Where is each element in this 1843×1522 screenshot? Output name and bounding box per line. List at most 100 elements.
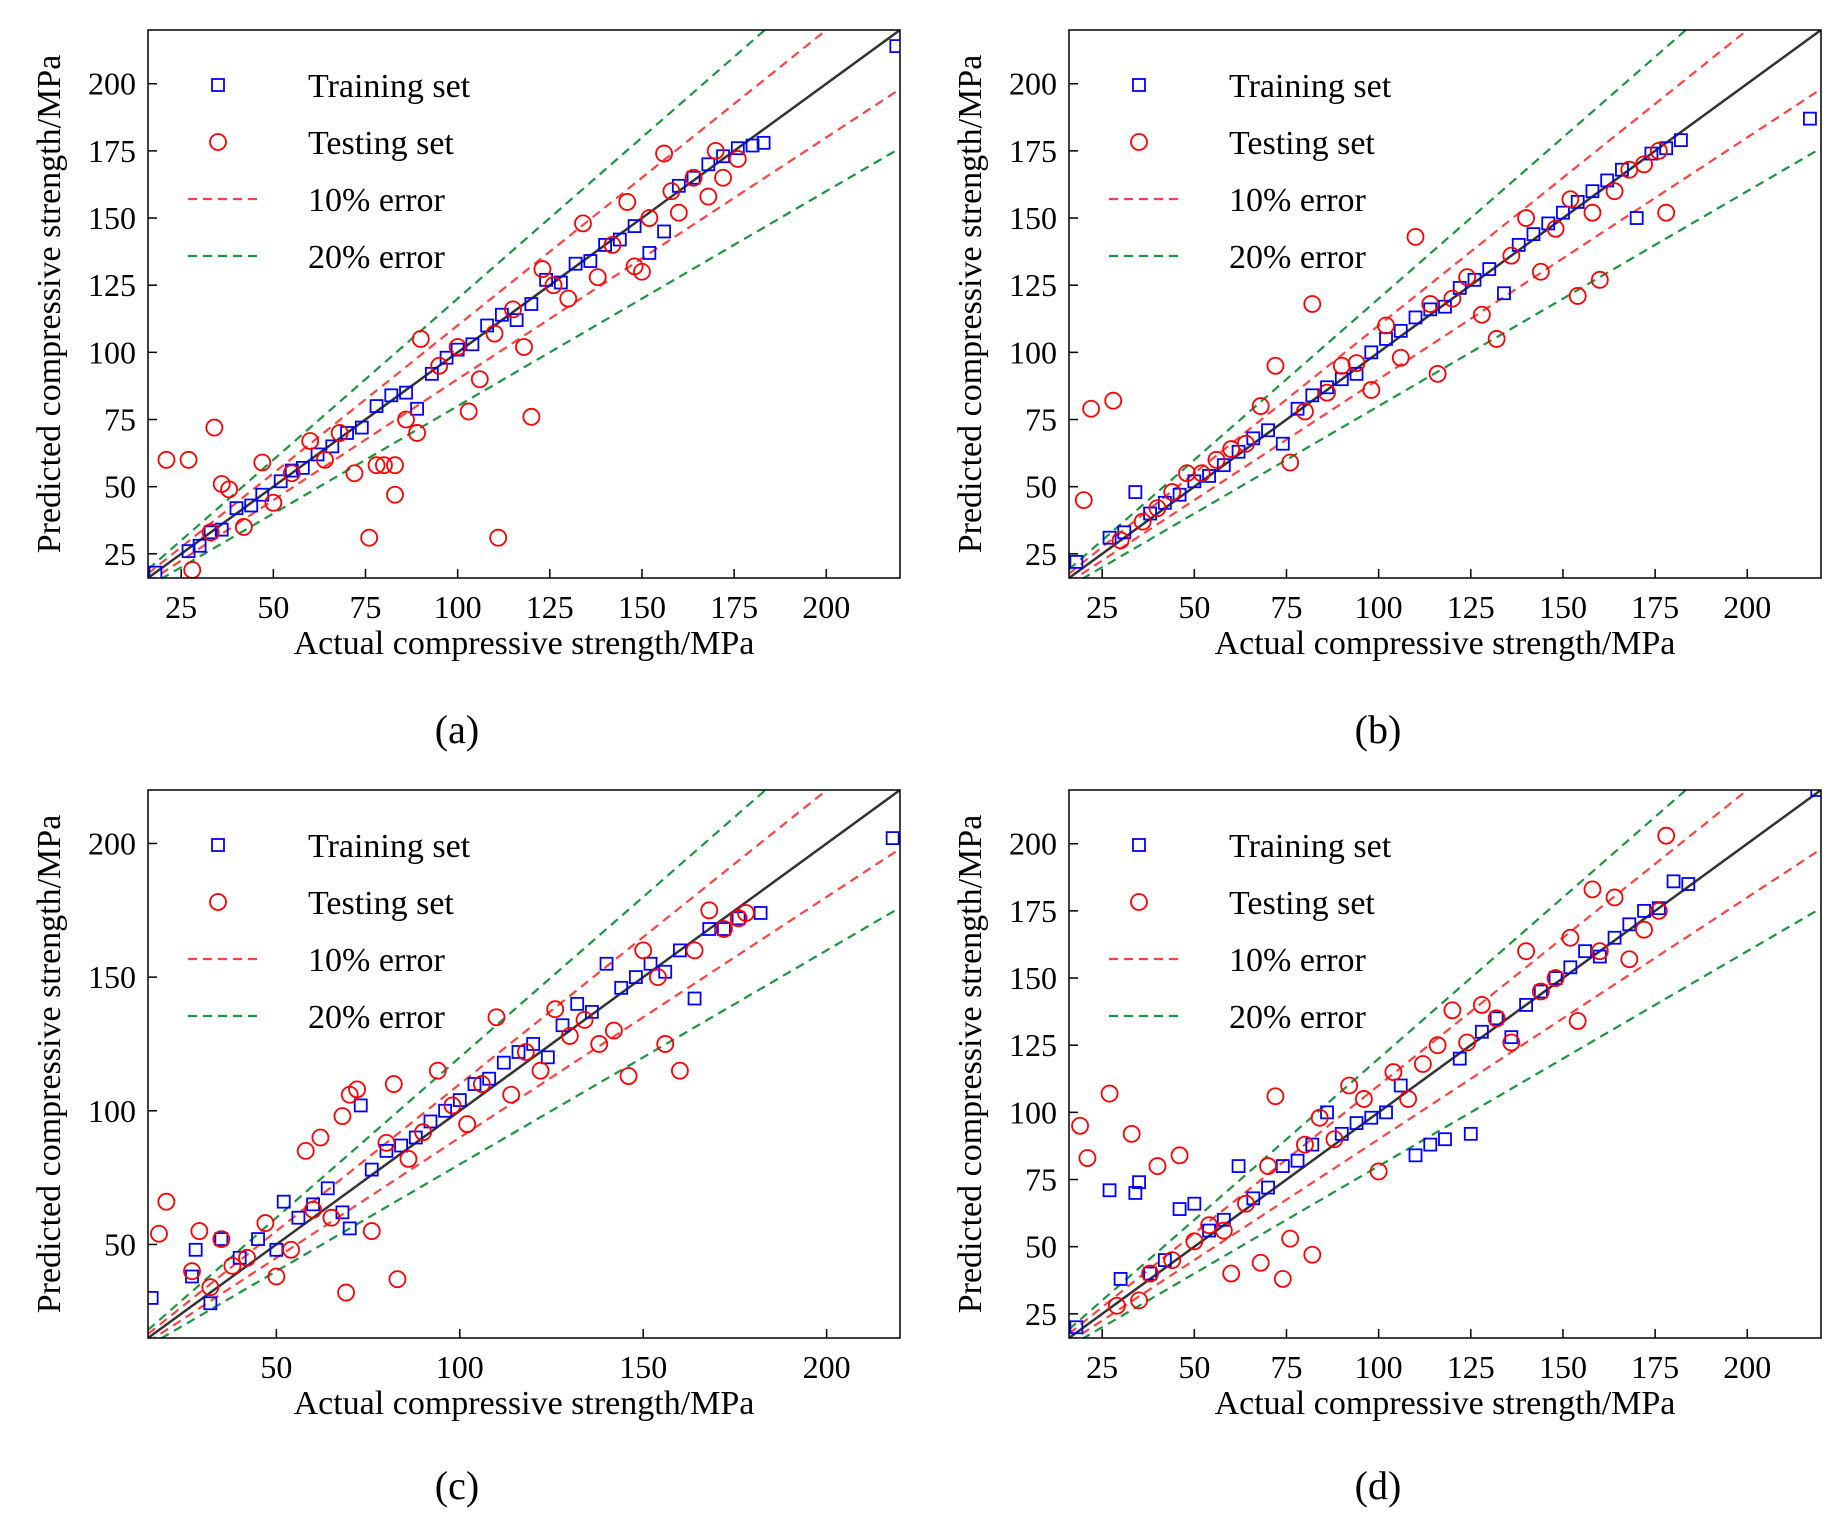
testing-point — [1310, 1108, 1329, 1127]
x-axis-label: Actual compressive strength/MPa — [1215, 625, 1676, 662]
training-point — [364, 1162, 379, 1177]
training-point — [686, 170, 701, 185]
testing-point — [1657, 203, 1676, 222]
testing-point — [1207, 450, 1226, 469]
training-point — [203, 1296, 218, 1311]
training-point — [320, 1181, 335, 1196]
x-tick-label: 200 — [1723, 1349, 1771, 1385]
testing-point — [1568, 1012, 1587, 1030]
training-point — [394, 1138, 409, 1153]
y-tick-label: 75 — [1025, 402, 1057, 438]
testing-point — [360, 528, 379, 547]
training-point — [1519, 998, 1533, 1012]
testing-point — [560, 1027, 579, 1045]
legend-testing-marker — [209, 133, 227, 151]
testing-point — [220, 480, 238, 499]
testing-point — [367, 456, 386, 475]
testing-point — [330, 424, 349, 442]
x-tick-label: 150 — [1539, 589, 1587, 625]
training-point — [148, 565, 163, 578]
training-point — [540, 1050, 555, 1065]
testing-point — [1590, 942, 1609, 961]
testing-point — [1546, 969, 1565, 987]
testing-point — [1561, 928, 1580, 947]
testing-point — [1406, 227, 1425, 246]
training-point — [756, 135, 771, 150]
training-point — [369, 399, 384, 413]
y-tick-label: 200 — [88, 66, 136, 102]
testing-point — [575, 1010, 594, 1029]
testing-point — [1502, 1033, 1521, 1052]
plot-area — [1069, 790, 1821, 1338]
testing-point — [1185, 1232, 1204, 1251]
y-tick-label: 50 — [104, 1226, 136, 1262]
y-tick-label: 100 — [88, 334, 136, 370]
training-point — [1069, 1320, 1084, 1335]
legend-training-marker — [211, 78, 225, 92]
legend-training-marker — [1132, 838, 1146, 852]
testing-point — [1163, 483, 1182, 501]
training-point — [467, 1077, 482, 1091]
testing-point — [282, 464, 301, 483]
training-point — [1157, 1253, 1172, 1267]
training-point — [1497, 286, 1511, 301]
legend-training-marker — [1132, 78, 1146, 92]
axes-frame — [147, 29, 901, 579]
testing-point — [212, 1230, 231, 1248]
training-point — [1615, 162, 1629, 177]
testing-point — [1635, 155, 1653, 174]
training-point — [291, 1210, 306, 1225]
training-point — [384, 388, 399, 403]
training-point — [509, 313, 524, 328]
testing-point — [618, 193, 637, 211]
testing-point — [685, 941, 704, 960]
x-tick-label: 125 — [1447, 1349, 1495, 1385]
testing-point — [1281, 453, 1300, 472]
axes-frame — [1068, 29, 1822, 579]
testing-point — [1318, 383, 1336, 402]
legend-label: 20% error — [308, 239, 446, 276]
testing-point — [1590, 270, 1609, 289]
y-tick-label: 25 — [104, 536, 136, 572]
y-tick-label: 200 — [88, 825, 136, 861]
training-point — [1556, 205, 1570, 220]
x-axis-label: Actual compressive strength/MPa — [294, 625, 755, 662]
y-axis-label: Predicted compressive strength/MPa — [31, 55, 68, 554]
y-axis-label: Predicted compressive strength/MPa — [952, 55, 989, 554]
testing-point — [470, 370, 489, 389]
training-point — [889, 39, 900, 54]
training-point — [1452, 1051, 1467, 1066]
training-point — [185, 1269, 199, 1284]
testing-point — [430, 356, 449, 375]
training-point — [511, 1045, 526, 1059]
testing-point — [264, 493, 283, 512]
x-tick-label: 100 — [434, 589, 482, 625]
testing-point — [1237, 1194, 1255, 1213]
training-point — [1069, 554, 1084, 569]
training-point — [229, 501, 244, 516]
testing-point — [322, 1208, 341, 1227]
testing-point — [157, 450, 176, 469]
y-tick-label: 125 — [88, 267, 136, 303]
training-point — [1489, 1011, 1504, 1026]
legend-label: 10% error — [308, 942, 446, 979]
y-tick-label: 75 — [104, 402, 136, 438]
panel-b: 25 50 75 100 125 150 175 200 25 50 75 100 125 150 175 2… — [921, 0, 1843, 662]
x-axis-label: Actual compressive strength/MPa — [1215, 1385, 1676, 1422]
testing-point — [604, 1021, 623, 1040]
axes-frame — [1068, 789, 1822, 1339]
legend-label: Testing set — [1229, 125, 1375, 162]
x-tick-label: 175 — [1631, 1349, 1679, 1385]
testing-point — [546, 1000, 565, 1019]
training-point — [1379, 1105, 1393, 1120]
x-tick-label: 50 — [257, 589, 289, 625]
x-tick-label: 200 — [1723, 589, 1771, 625]
x-tick-label: 25 — [1086, 589, 1118, 625]
x-tick-label: 175 — [710, 589, 758, 625]
training-point — [342, 1221, 357, 1236]
testing-point — [1296, 1135, 1314, 1154]
training-point — [570, 996, 585, 1011]
y-tick-label: 200 — [1009, 66, 1057, 102]
training-point — [410, 401, 424, 416]
testing-point — [1237, 434, 1255, 453]
